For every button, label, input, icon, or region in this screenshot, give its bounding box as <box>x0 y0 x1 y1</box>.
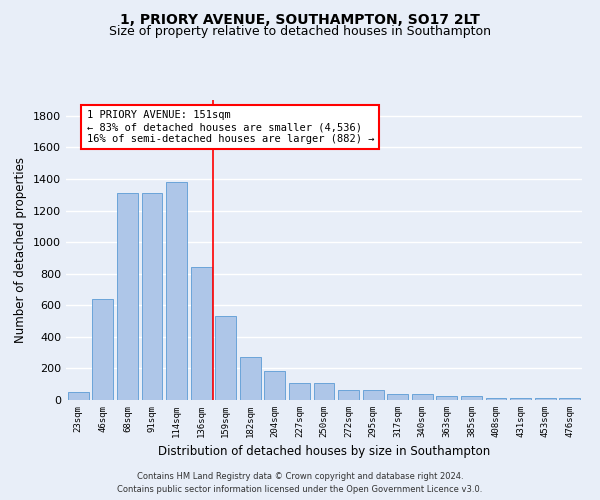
Bar <box>240 356 261 400</box>
Bar <box>362 390 383 400</box>
Bar <box>265 371 286 400</box>
Text: Size of property relative to detached houses in Southampton: Size of property relative to detached ho… <box>109 25 491 38</box>
Bar <box>166 182 187 400</box>
Text: 1 PRIORY AVENUE: 151sqm
← 83% of detached houses are smaller (4,536)
16% of semi: 1 PRIORY AVENUE: 151sqm ← 83% of detache… <box>86 110 374 144</box>
Text: Contains HM Land Registry data © Crown copyright and database right 2024.
Contai: Contains HM Land Registry data © Crown c… <box>118 472 482 494</box>
Bar <box>68 392 89 400</box>
Bar <box>92 299 113 400</box>
Y-axis label: Number of detached properties: Number of detached properties <box>14 157 28 343</box>
Bar <box>191 266 212 400</box>
Bar <box>510 398 531 400</box>
Text: 1, PRIORY AVENUE, SOUTHAMPTON, SO17 2LT: 1, PRIORY AVENUE, SOUTHAMPTON, SO17 2LT <box>120 12 480 26</box>
Bar <box>436 396 457 400</box>
Bar <box>142 193 163 400</box>
X-axis label: Distribution of detached houses by size in Southampton: Distribution of detached houses by size … <box>158 446 490 458</box>
Bar <box>461 396 482 400</box>
Bar <box>314 384 334 400</box>
Bar <box>535 398 556 400</box>
Bar <box>117 193 138 400</box>
Bar <box>387 394 408 400</box>
Bar <box>338 390 359 400</box>
Bar <box>559 398 580 400</box>
Bar <box>485 398 506 400</box>
Bar <box>289 384 310 400</box>
Bar <box>215 316 236 400</box>
Bar <box>412 394 433 400</box>
